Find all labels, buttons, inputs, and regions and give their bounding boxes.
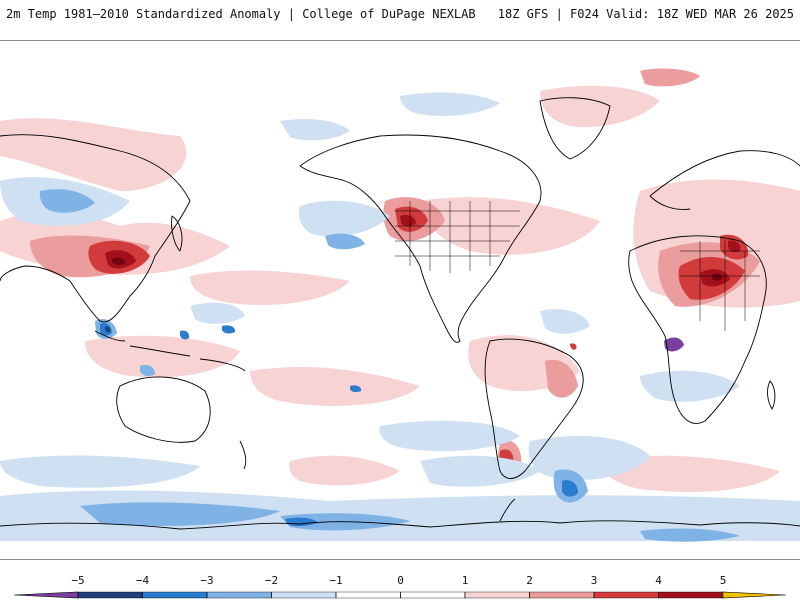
anomaly-region: [298, 200, 390, 237]
state-borders: [395, 201, 760, 331]
colorbar-tick-label: −5: [71, 574, 84, 587]
anomaly-region: [570, 343, 577, 350]
colorbar-segment: [206, 591, 272, 599]
anomaly-region: [528, 436, 650, 480]
anomaly-region: [112, 257, 125, 265]
anomaly-shading: [0, 68, 800, 542]
colorbar-segment: [142, 591, 208, 599]
colorbar-tick-label: 4: [655, 574, 662, 587]
anomaly-map: [0, 68, 800, 542]
coastlines: [0, 97, 800, 530]
map-title: 2m Temp 1981–2010 Standardized Anomaly |…: [6, 7, 476, 21]
anomaly-region: [105, 326, 111, 333]
anomaly-region: [0, 455, 200, 488]
colorbar-tick-label: 0: [397, 574, 404, 587]
colorbar-overflow: [721, 591, 787, 599]
anomaly-region: [540, 85, 660, 128]
colorbar-segment: [593, 591, 659, 599]
anomaly-region: [250, 366, 420, 406]
colorbar-segment: [271, 591, 337, 599]
colorbar-tick-labels: −5 −4 −3 −2 −1 0 1 2 3 4 5: [71, 574, 726, 587]
anomaly-region: [325, 233, 365, 250]
colorbar-tick-label: 5: [720, 574, 727, 587]
map-panel: [0, 40, 800, 560]
colorbar-tick-label: 2: [526, 574, 533, 587]
colorbar-tick-label: 1: [462, 574, 469, 587]
anomaly-region: [712, 273, 722, 281]
colorbar-segment: [529, 591, 595, 599]
anomaly-region: [640, 68, 700, 87]
anomaly-region: [190, 270, 350, 305]
anomaly-region: [545, 359, 578, 398]
colorbar-segments: [13, 591, 787, 599]
header-bar: 2m Temp 1981–2010 Standardized Anomaly |…: [0, 0, 800, 40]
colorbar-scale: −5 −4 −3 −2 −1 0 1 2 3 4 5: [13, 574, 787, 599]
model-valid-time: 18Z GFS | F024 Valid: 18Z WED MAR 26 202…: [497, 7, 794, 21]
colorbar-ticks: [77, 592, 724, 598]
colorbar-tick-label: −4: [136, 574, 150, 587]
anomaly-region: [420, 455, 540, 487]
colorbar-tick-label: −2: [265, 574, 278, 587]
anomaly-region: [600, 455, 780, 492]
anomaly-region: [728, 240, 741, 253]
anomaly-region: [280, 119, 350, 141]
colorbar-tick-label: 3: [591, 574, 598, 587]
anomaly-region: [289, 455, 400, 486]
anomaly-region: [664, 337, 684, 352]
colorbar-segment: [464, 591, 530, 599]
anomaly-region: [140, 364, 155, 377]
anomaly-region: [562, 480, 578, 497]
colorbar-tick-label: −1: [329, 574, 342, 587]
anomaly-region: [640, 370, 740, 402]
anomaly-region: [400, 214, 416, 227]
anomaly-region: [400, 92, 500, 116]
anomaly-region: [540, 309, 590, 334]
anomaly-region: [0, 490, 800, 541]
anomaly-region: [640, 528, 740, 542]
anomaly-region: [85, 335, 240, 378]
anomaly-region: [180, 330, 190, 340]
anomaly-region: [39, 189, 95, 213]
colorbar-segment: [658, 591, 724, 599]
anomaly-region: [350, 385, 362, 393]
colorbar-tick-label: −3: [200, 574, 213, 587]
anomaly-region: [190, 302, 245, 324]
colorbar-segment: [335, 591, 401, 599]
colorbar-underflow: [13, 591, 79, 599]
anomaly-region: [80, 502, 280, 526]
anomaly-region: [379, 420, 520, 452]
colorbar-segment: [400, 591, 466, 599]
anomaly-region: [222, 325, 236, 334]
colorbar: −5 −4 −3 −2 −1 0 1 2 3 4 5: [0, 560, 800, 600]
colorbar-segment: [77, 591, 143, 599]
